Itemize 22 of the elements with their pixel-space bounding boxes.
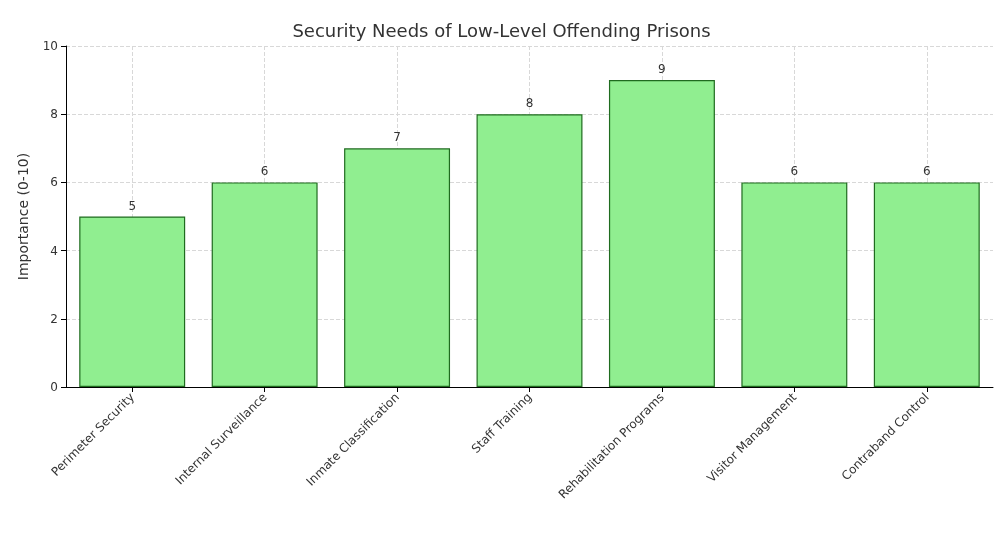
bar <box>211 182 318 387</box>
y-tick-label: 10 <box>42 39 58 53</box>
data-label: 9 <box>658 62 666 77</box>
y-tick-label: 6 <box>50 175 58 190</box>
chart-title: Security Needs of Low-Level Offending Prisons <box>292 19 711 41</box>
bar <box>79 216 186 387</box>
y-tick-label: 2 <box>50 311 58 326</box>
bar <box>476 114 583 387</box>
bar <box>608 80 715 387</box>
bar <box>344 148 451 387</box>
y-tick-label: 0 <box>50 380 58 394</box>
data-label: 6 <box>922 164 931 179</box>
y-axis-title: Importance (0-10) <box>15 152 31 281</box>
data-label: 7 <box>393 130 401 145</box>
data-label: 8 <box>525 96 534 111</box>
y-tick-label: 4 <box>50 243 58 258</box>
bar <box>741 182 848 387</box>
data-label: 5 <box>128 198 137 213</box>
y-tick-label: 8 <box>50 107 58 122</box>
bar <box>873 182 980 387</box>
data-label: 6 <box>260 164 269 179</box>
data-label: 6 <box>790 164 799 179</box>
